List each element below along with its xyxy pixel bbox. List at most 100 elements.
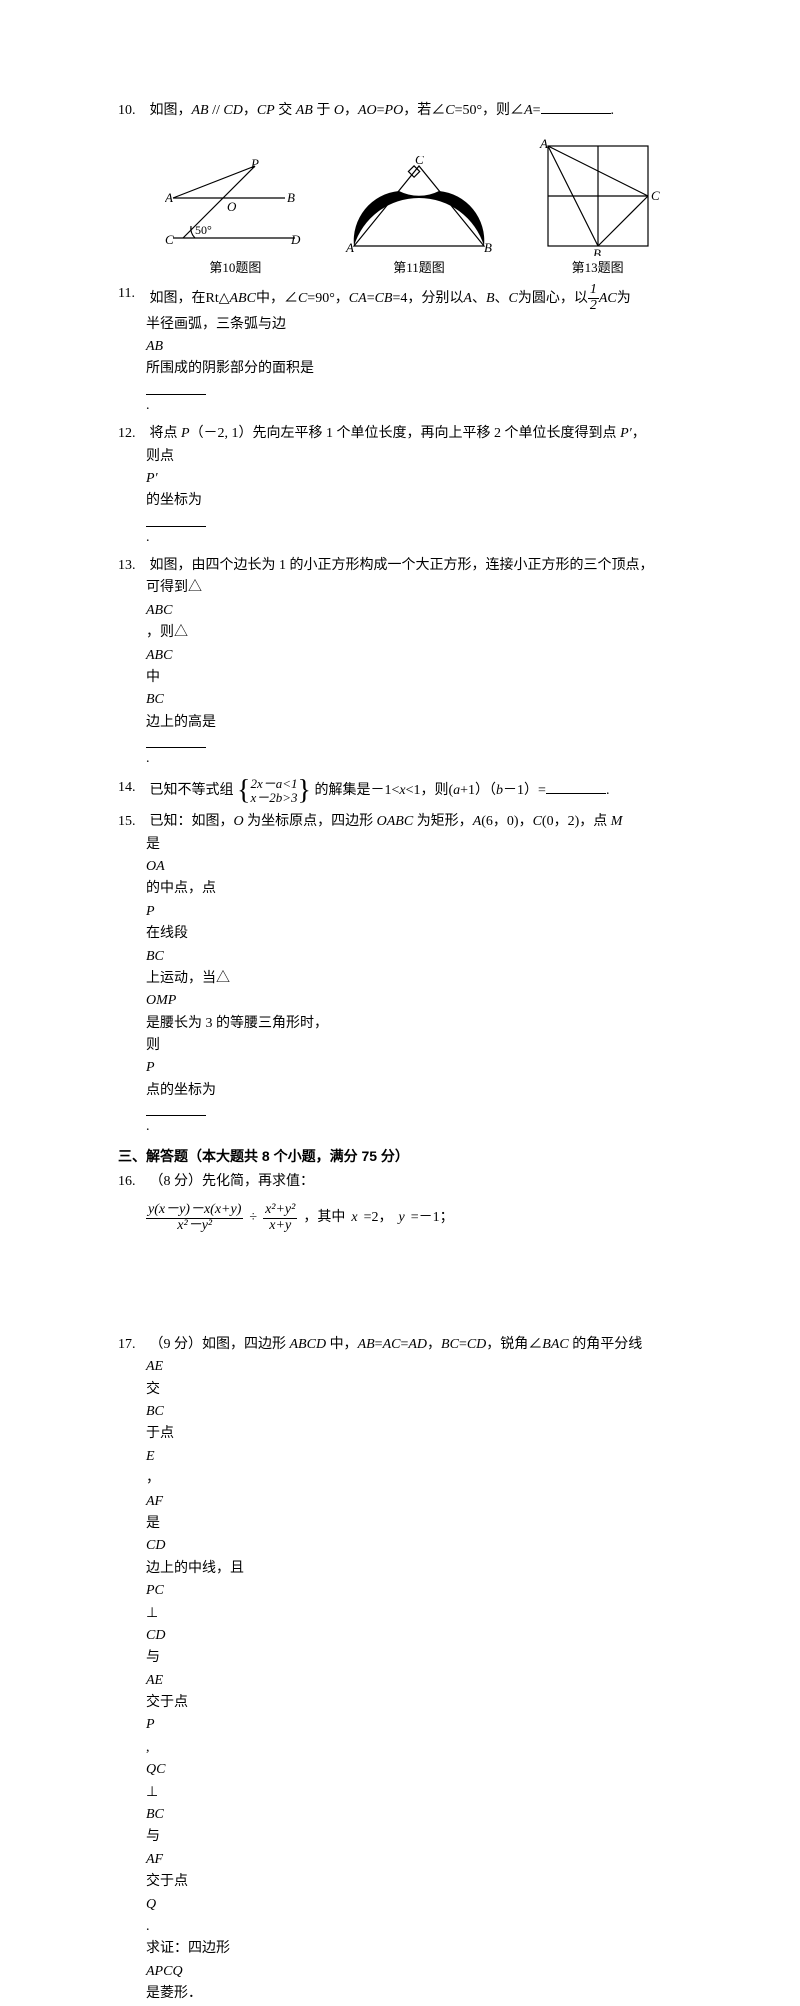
- t: C: [298, 291, 307, 306]
- t: ABC: [230, 291, 256, 306]
- t: 求证：四边形: [146, 1938, 682, 1960]
- t: =: [459, 1337, 467, 1352]
- t: CD: [467, 1337, 486, 1352]
- d1: x²－y²: [146, 1219, 243, 1234]
- question-14: 14. 已知不等式组 { 2x－a<1 x－2b>3 } 的解集是－1<x<1，…: [118, 777, 682, 806]
- t: .: [606, 783, 610, 798]
- question-11: 11. 如图，在Rt△ABC中，∠C=90°，CA=CB=4，分别以A、B、C为…: [118, 283, 682, 417]
- t: BC: [146, 1401, 682, 1423]
- t: 已知不等式组: [150, 783, 234, 798]
- t: .: [146, 1116, 682, 1138]
- rbrace-icon: }: [298, 777, 311, 805]
- q10-body: 如图，AB // CD，CP 交 AB 于 O，AO=PO，若∠C=50°，则∠…: [150, 103, 615, 118]
- t: 为圆心，以: [518, 291, 588, 306]
- t: ABC: [146, 645, 682, 667]
- t: .: [146, 748, 682, 770]
- t: B: [486, 291, 495, 306]
- t: 将点: [150, 426, 182, 441]
- q16-body: （8 分）先化简，再求值：: [150, 1174, 315, 1189]
- t: P: [146, 1714, 682, 1736]
- t: P: [146, 901, 682, 923]
- t: AB: [358, 1337, 375, 1352]
- fig11-svg: A B C: [344, 156, 494, 256]
- t: 则: [146, 1035, 682, 1057]
- t: AD: [408, 1337, 427, 1352]
- fig13-svg: A C B: [533, 136, 663, 256]
- t: 如图，: [150, 103, 192, 118]
- q14-body: 已知不等式组 { 2x－a<1 x－2b>3 } 的解集是－1<x<1，则(a+…: [150, 783, 610, 798]
- question-15: 15. 已知：如图，O 为坐标原点，四边形 OABC 为矩形，A(6，0)，C(…: [118, 811, 682, 1138]
- t: AC: [599, 291, 617, 306]
- t: APCQ: [146, 1961, 682, 1983]
- t: 于点: [146, 1423, 682, 1445]
- t: =2，: [364, 1207, 393, 1229]
- t: ，: [427, 1337, 441, 1352]
- d2: x+y: [263, 1219, 297, 1234]
- t: =: [533, 103, 541, 118]
- t: 上运动，当△: [146, 968, 682, 990]
- t: （9 分）如图，四边形: [150, 1337, 290, 1352]
- t: AE: [146, 1356, 682, 1378]
- t: 是: [146, 1513, 682, 1535]
- t: =－1；: [411, 1207, 454, 1229]
- t: 边上的中线，且: [146, 1558, 682, 1580]
- t: 的角平分线: [569, 1337, 643, 1352]
- q13-body: 如图，由四个边长为 1 的小正方形构成一个大正方形，连接小正方形的三个顶点，: [150, 558, 654, 573]
- t: －1）=: [503, 783, 546, 798]
- t: 是: [146, 834, 682, 856]
- t: 交于点: [146, 1692, 682, 1714]
- fig10-svg: A B C D P O 50°: [165, 156, 305, 256]
- lP: P: [250, 156, 259, 171]
- t: 已知：如图，: [150, 814, 234, 829]
- n: 1: [588, 283, 599, 299]
- q15-body: 已知：如图，O 为坐标原点，四边形 OABC 为矩形，A(6，0)，C(0，2)…: [150, 814, 623, 829]
- cd: CD: [223, 103, 242, 118]
- fig11-col: A B C 第11题图: [344, 156, 494, 279]
- t: ABCD: [290, 1337, 327, 1352]
- ab2: AB: [296, 103, 313, 118]
- lA: A: [345, 240, 354, 255]
- t: ，: [146, 1468, 682, 1490]
- n2: x²+y²: [263, 1203, 297, 1219]
- t: =: [367, 291, 375, 306]
- t: AC: [383, 1337, 401, 1352]
- lC: C: [415, 156, 424, 167]
- lB: B: [593, 246, 601, 256]
- t: 所围成的阴影部分的面积是: [146, 358, 682, 380]
- qnum-13: 13.: [118, 555, 146, 577]
- q12-l2: 则点 P′的坐标为.: [118, 446, 682, 550]
- t: ⊥: [146, 1603, 682, 1625]
- t: .: [146, 527, 682, 549]
- t: P: [146, 1057, 682, 1079]
- section-3-heading: 三、解答题（本大题共 8 个小题，满分 75 分）: [118, 1145, 682, 1167]
- t: 为: [617, 291, 631, 306]
- div: ÷: [249, 1207, 257, 1229]
- blank: [146, 381, 206, 395]
- t: AF: [146, 1849, 682, 1871]
- q11-l2: 半径画弧，三条弧与边AB所围成的阴影部分的面积是.: [118, 314, 682, 418]
- t: A: [473, 814, 482, 829]
- po: PO: [385, 103, 404, 118]
- blank: [546, 780, 606, 794]
- t: 在线段: [146, 923, 682, 945]
- t: 中: [146, 667, 682, 689]
- t: 、: [495, 291, 509, 306]
- t: =50°，则∠: [455, 103, 525, 118]
- q11-body: 如图，在Rt△ABC中，∠C=90°，CA=CB=4，分别以A、B、C为圆心，以…: [150, 291, 631, 306]
- t: CA: [349, 291, 367, 306]
- t: ，则△: [146, 622, 682, 644]
- t: PC: [146, 1580, 682, 1602]
- question-17: 17. （9 分）如图，四边形 ABCD 中，AB=AC=AD，BC=CD，锐角…: [118, 1334, 682, 2006]
- t: <1，则(: [406, 783, 454, 798]
- t: OA: [146, 856, 682, 878]
- t: AF: [146, 1491, 682, 1513]
- t: 如图，在Rt△: [150, 291, 230, 306]
- figure-row: A B C D P O 50° 第10题图 A B C 第11题图: [118, 136, 682, 279]
- q12-body: 将点 P（－2, 1）先向左平移 1 个单位长度，再向上平移 2 个单位长度得到…: [150, 426, 646, 441]
- ao: AO: [358, 103, 377, 118]
- question-12: 12. 将点 P（－2, 1）先向左平移 1 个单位长度，再向上平移 2 个单位…: [118, 423, 682, 549]
- t: C: [509, 291, 518, 306]
- t: ，若∠: [403, 103, 445, 118]
- t: 的中点，点: [146, 878, 682, 900]
- lB: B: [287, 190, 295, 205]
